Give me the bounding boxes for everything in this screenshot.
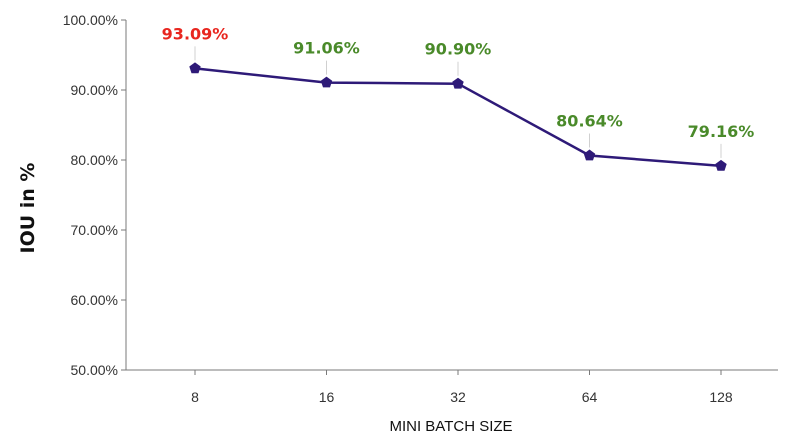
x-tick-label: 32 [450, 389, 466, 405]
data-label: 80.64% [556, 112, 623, 131]
y-ticks: 50.00% 60.00% 70.00% 80.00% 90.00% 100.00% [63, 12, 126, 378]
x-ticks: 8 16 32 64 128 [191, 370, 733, 405]
data-point-marker [320, 76, 333, 88]
data-label: 91.06% [293, 39, 360, 58]
x-tick-label: 128 [709, 389, 733, 405]
y-tick-label: 60.00% [71, 292, 118, 308]
data-point-marker [189, 62, 201, 74]
y-tick-label: 70.00% [71, 222, 118, 238]
y-tick-label: 90.00% [71, 82, 118, 98]
y-tick-label: 50.00% [71, 362, 118, 378]
data-label: 79.16% [688, 122, 755, 141]
label-leader-lines [194, 46, 722, 158]
data-labels: 93.09% 91.06% 90.90% 80.64% 79.16% [162, 24, 755, 141]
y-tick-label: 80.00% [71, 152, 118, 168]
axes [125, 20, 778, 371]
x-tick-label: 16 [319, 389, 335, 405]
y-axis-title: IOU in % [17, 163, 39, 254]
x-tick-label: 8 [191, 389, 199, 405]
data-point-marker [583, 149, 596, 161]
x-axis-title: MINI BATCH SIZE [389, 418, 512, 435]
x-tick-label: 64 [582, 389, 598, 405]
data-label: 93.09% [162, 24, 229, 43]
series-markers [189, 62, 727, 171]
data-point-marker [452, 77, 464, 89]
y-tick-label: 100.00% [63, 12, 118, 28]
data-point-marker [715, 159, 727, 171]
data-label: 90.90% [425, 40, 492, 59]
